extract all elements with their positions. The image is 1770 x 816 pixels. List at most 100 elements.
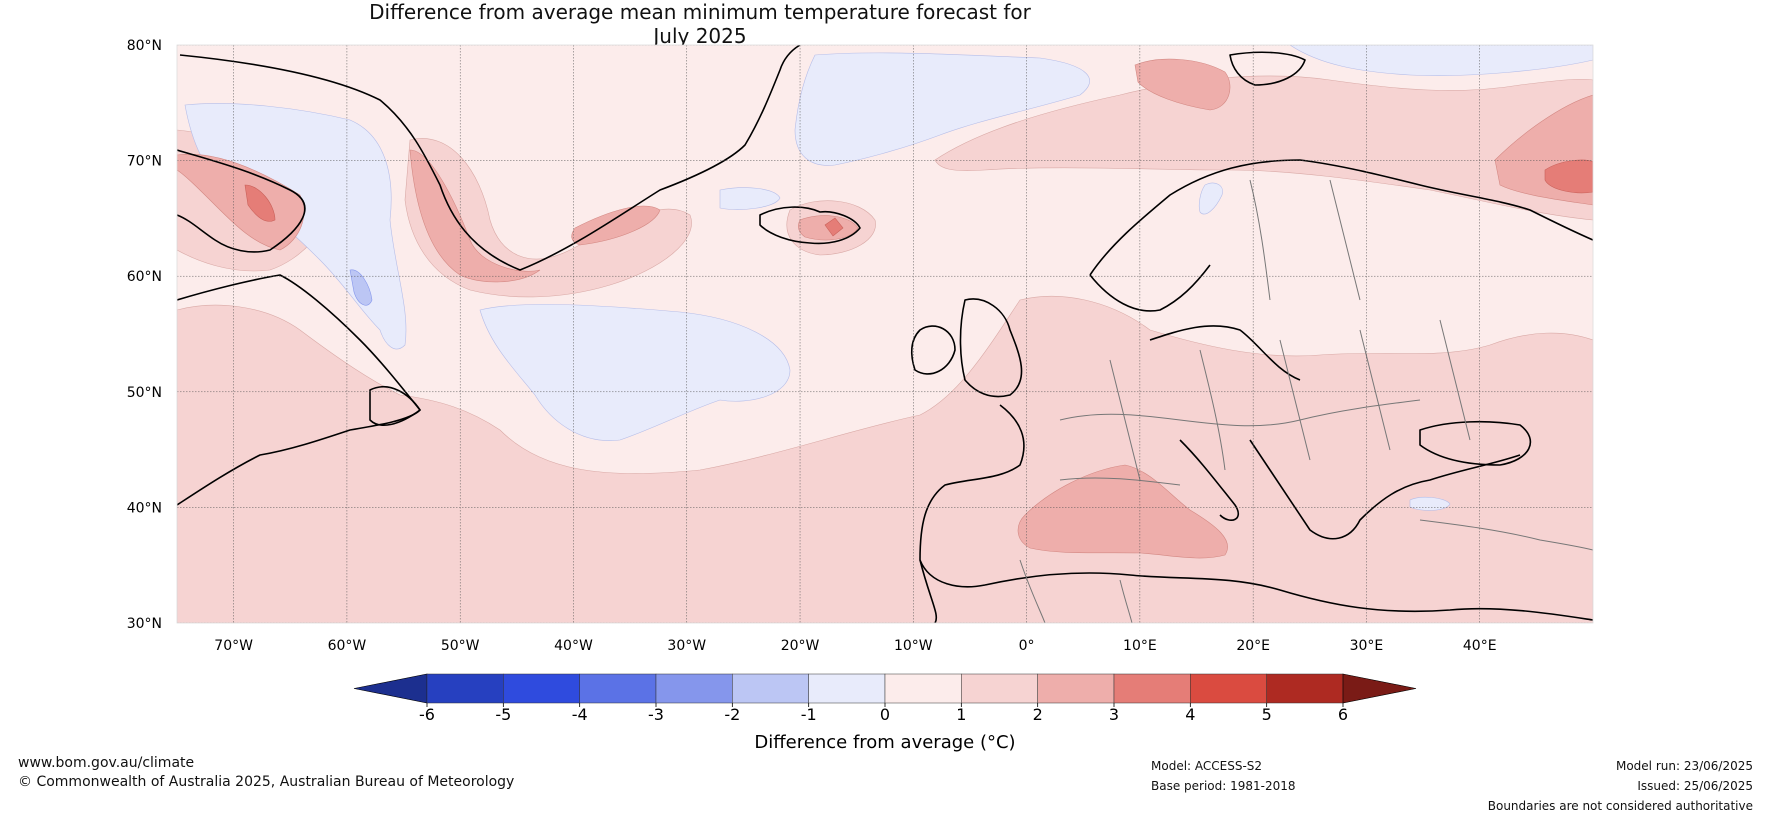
coastline-greenland bbox=[179, 45, 801, 271]
coastline-balkans bbox=[1249, 439, 1521, 540]
anomaly-region-labrador-cool-2 bbox=[349, 269, 373, 306]
lat-tick-label: 60°N bbox=[127, 269, 162, 285]
footer-copyright: © Commonwealth of Australia 2025, Austra… bbox=[18, 774, 515, 790]
colorbar-tick-label: -5 bbox=[495, 705, 511, 724]
anomaly-region-greenland-se-warm bbox=[571, 205, 661, 246]
lat-tick-label: 80°N bbox=[127, 38, 162, 54]
coastline-iceland bbox=[759, 206, 861, 245]
colorbar-segment bbox=[961, 673, 1038, 704]
anomaly-region-iceland-hot bbox=[824, 217, 844, 237]
title-line-2: July 2025 bbox=[653, 24, 747, 48]
border-12 bbox=[1419, 519, 1593, 551]
colorbar-tick-label: -3 bbox=[648, 705, 664, 724]
colorbar-segment bbox=[1190, 673, 1267, 704]
footer-middle: Model: ACCESS-S2 Base period: 1981-2018 bbox=[1151, 756, 1296, 796]
border-5 bbox=[1359, 329, 1391, 451]
coastline-svalbard bbox=[1229, 51, 1306, 86]
coastlines bbox=[177, 45, 1593, 623]
anomaly-region-aegean-cool bbox=[1409, 496, 1451, 511]
title-line-1: Difference from average mean minimum tem… bbox=[369, 0, 1031, 24]
colorbar-tick-label: 6 bbox=[1338, 705, 1348, 724]
lon-tick-label: 20°E bbox=[1236, 638, 1270, 654]
coastline-ireland bbox=[910, 325, 956, 375]
coastline-great-britain bbox=[959, 298, 1023, 398]
map-frame bbox=[176, 44, 1594, 624]
colorbar: -6 -5 -4 -3 -2 -1 0 1 2 3 4 5 6 bbox=[353, 673, 1417, 724]
footer-right: Model run: 23/06/2025 Issued: 25/06/2025… bbox=[1488, 756, 1753, 816]
map-title: Difference from average mean minimum tem… bbox=[0, 0, 1400, 48]
colorbar-segment bbox=[732, 673, 809, 704]
border-9 bbox=[1329, 179, 1361, 301]
anomaly-region-svalbard-warm bbox=[1134, 58, 1231, 111]
coastline-scandinavia bbox=[1089, 159, 1593, 276]
lon-tick-label: 10°W bbox=[894, 638, 933, 654]
border-3 bbox=[1199, 349, 1226, 471]
colorbar-tick-label: -6 bbox=[419, 705, 435, 724]
footer-website: www.bom.gov.au/climate bbox=[18, 755, 195, 771]
lon-tick-label: 0° bbox=[1019, 638, 1035, 654]
lat-tick-labels: 30°N 40°N 50°N 60°N 70°N 80°N bbox=[127, 38, 162, 632]
coastline-baffin bbox=[177, 149, 306, 253]
anomaly-region-greenland-sw-warm bbox=[409, 149, 541, 283]
lon-tick-label: 10°E bbox=[1123, 638, 1157, 654]
anomaly-region-denmark-strait-cool bbox=[719, 187, 781, 210]
coastline-north-africa bbox=[919, 559, 1593, 623]
border-1 bbox=[1059, 399, 1421, 427]
colorbar-segment bbox=[1266, 673, 1344, 704]
coastline-italy bbox=[1179, 439, 1240, 521]
country-borders bbox=[1019, 179, 1593, 623]
border-2 bbox=[1109, 359, 1141, 481]
colorbar-tick-label: 3 bbox=[1109, 705, 1119, 724]
anomaly-region-baffin-island-warm bbox=[177, 153, 305, 251]
colorbar-segment bbox=[1113, 673, 1191, 704]
border-6 bbox=[1439, 319, 1471, 441]
colorbar-tick-label: 2 bbox=[1033, 705, 1043, 724]
map-area bbox=[177, 45, 1593, 623]
coastline-baltic bbox=[1149, 325, 1301, 381]
lon-tick-label: 60°W bbox=[328, 638, 367, 654]
lat-tick-label: 30°N bbox=[127, 616, 162, 632]
colorbar-extend-high bbox=[1342, 673, 1417, 704]
anomaly-region-greenland-sea-cool bbox=[794, 52, 1090, 166]
lon-tick-label: 40°E bbox=[1463, 638, 1497, 654]
border-10 bbox=[1019, 559, 1046, 623]
anomaly-region-svalbard-cool bbox=[1289, 45, 1593, 76]
colorbar-segment bbox=[426, 673, 504, 704]
footer-base-period: Base period: 1981-2018 bbox=[1151, 779, 1296, 793]
colorbar-segment bbox=[655, 673, 733, 704]
colorbar-segment bbox=[1037, 673, 1115, 704]
footer-model: Model: ACCESS-S2 bbox=[1151, 759, 1263, 773]
graticule bbox=[177, 45, 1593, 623]
colorbar-tick-label: -4 bbox=[572, 705, 588, 724]
footer-issued: Issued: 25/06/2025 bbox=[1637, 779, 1753, 793]
coastline-newfoundland bbox=[369, 385, 421, 426]
colorbar-tick-label: -2 bbox=[724, 705, 740, 724]
colorbar-tick-label: 5 bbox=[1262, 705, 1272, 724]
coastline-western-europe bbox=[919, 404, 1025, 588]
lon-tick-label: 70°W bbox=[214, 638, 253, 654]
coastline-norway-south bbox=[1089, 264, 1211, 312]
border-7 bbox=[1059, 477, 1181, 486]
footer-model-run: Model run: 23/06/2025 bbox=[1615, 759, 1753, 773]
coastline-black-sea bbox=[1419, 420, 1532, 466]
colorbar-tick-label: 4 bbox=[1185, 705, 1195, 724]
lat-tick-label: 50°N bbox=[127, 385, 162, 401]
colorbar-segment bbox=[884, 673, 962, 704]
lon-tick-label: 50°W bbox=[441, 638, 480, 654]
colorbar-segment bbox=[808, 673, 886, 704]
anomaly-region-central-atlantic-cool bbox=[479, 304, 791, 441]
colorbar-tick-label: 1 bbox=[956, 705, 966, 724]
anomaly-region-western-med-warm bbox=[1017, 464, 1228, 559]
footer-left: www.bom.gov.au/climate © Commonwealth of… bbox=[18, 754, 514, 792]
colorbar-tick-label: -1 bbox=[801, 705, 817, 724]
colorbar-label: Difference from average (°C) bbox=[754, 732, 1015, 753]
footer-disclaimer: Boundaries are not considered authoritat… bbox=[1487, 799, 1753, 813]
lat-tick-label: 70°N bbox=[127, 154, 162, 170]
border-11 bbox=[1119, 579, 1133, 623]
colorbar-segment bbox=[579, 673, 657, 704]
lon-tick-label: 40°W bbox=[554, 638, 593, 654]
colorbar-extend-low bbox=[353, 673, 428, 704]
border-4 bbox=[1279, 339, 1311, 461]
anomaly-region-bothnia-cool bbox=[1198, 182, 1223, 215]
